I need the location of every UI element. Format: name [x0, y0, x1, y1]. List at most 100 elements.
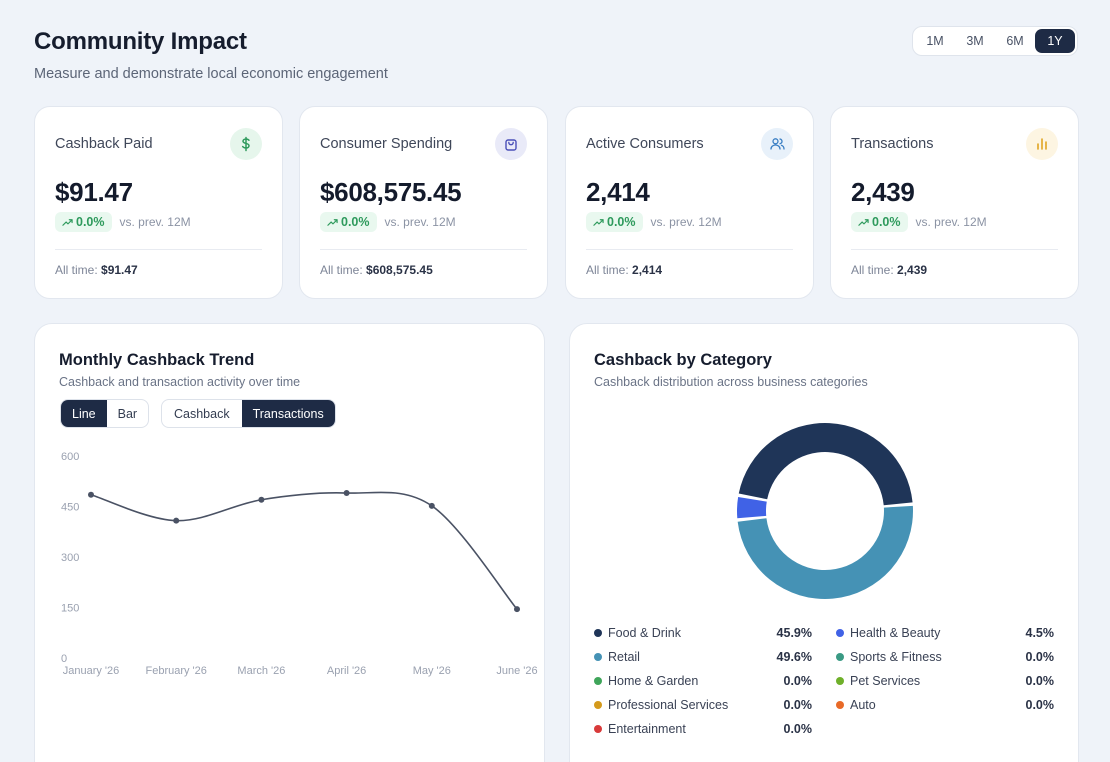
transactions-metric-button[interactable]: Transactions	[241, 400, 335, 427]
legend-item[interactable]: Professional Services	[594, 698, 728, 712]
range-tab-1m[interactable]: 1M	[926, 34, 944, 48]
trend-up-icon	[327, 218, 338, 226]
stat-label: Transactions	[851, 136, 934, 152]
chart-type-toggle: Line Bar	[60, 399, 150, 428]
legend-item[interactable]: Health & Beauty	[836, 626, 940, 640]
data-point[interactable]	[514, 606, 520, 613]
change-note: vs. prev. 12M	[650, 215, 722, 229]
legend-percent: 0.0%	[1025, 698, 1055, 712]
series-line-transactions	[90, 491, 518, 610]
stat-alltime: All time: 2,439	[851, 263, 927, 277]
stat-label: Active Consumers	[586, 136, 704, 152]
page-title: Community Impact	[34, 28, 247, 55]
legend-item[interactable]: Home & Garden	[594, 674, 698, 688]
legend-item[interactable]: Sports & Fitness	[836, 650, 942, 664]
legend-label: Retail	[608, 650, 640, 664]
x-tick-label: May '26	[413, 665, 451, 677]
legend-label: Home & Garden	[608, 674, 699, 688]
change-badge: 0.0%	[55, 212, 112, 232]
data-point[interactable]	[173, 517, 180, 524]
legend-item[interactable]: Pet Services	[836, 674, 920, 688]
legend-percent: 45.9%	[776, 626, 812, 640]
legend-percent: 0.0%	[1025, 650, 1055, 664]
donut-slice[interactable]	[738, 422, 913, 506]
legend-item[interactable]: Entertainment	[594, 722, 686, 736]
stat-alltime: All time: $608,575.45	[320, 263, 433, 277]
x-tick-label: March '26	[237, 665, 285, 677]
legend-percent: 0.0%	[783, 722, 813, 736]
y-tick-label: 150	[61, 603, 79, 615]
legend-swatch	[594, 701, 602, 709]
data-point[interactable]	[343, 490, 350, 497]
stat-value: $608,575.45	[320, 177, 462, 207]
range-tab-3m[interactable]: 3M	[966, 34, 984, 48]
legend-label: Auto	[850, 698, 876, 712]
legend-item[interactable]: Auto	[836, 698, 876, 712]
panel-title: Monthly Cashback Trend	[59, 351, 255, 369]
legend-label: Health & Beauty	[850, 626, 941, 640]
legend-item[interactable]: Food & Drink	[594, 626, 681, 640]
divider	[55, 249, 262, 250]
change-value: 0.0%	[607, 215, 636, 229]
data-point[interactable]	[258, 496, 265, 503]
change-value: 0.0%	[341, 215, 370, 229]
category-panel: Cashback by Category Cashback distributi…	[569, 323, 1079, 762]
change-value: 0.0%	[872, 215, 901, 229]
legend-label: Professional Services	[608, 698, 729, 712]
donut-slice[interactable]	[737, 505, 913, 600]
stat-cards: Cashback Paid $91.47 0.0% vs. prev. 12M …	[34, 106, 1079, 299]
cashback-metric-button[interactable]: Cashback	[174, 406, 230, 421]
alltime-label: All time:	[586, 263, 629, 277]
legend-swatch	[594, 629, 602, 637]
y-tick-label: 450	[61, 502, 79, 514]
legend-percent: 0.0%	[783, 698, 813, 712]
stat-change: 0.0% vs. prev. 12M	[586, 212, 722, 232]
y-tick-label: 600	[61, 451, 79, 463]
legend-swatch	[836, 653, 844, 661]
change-badge: 0.0%	[586, 212, 643, 232]
x-tick-label: April '26	[327, 665, 366, 677]
panel-subtitle: Cashback distribution across business ca…	[594, 375, 868, 389]
change-badge: 0.0%	[320, 212, 377, 232]
legend-item[interactable]: Retail	[594, 650, 640, 664]
stat-value: $91.47	[55, 177, 133, 207]
change-note: vs. prev. 12M	[915, 215, 987, 229]
panel-subtitle: Cashback and transaction activity over t…	[59, 375, 301, 389]
legend-swatch	[594, 725, 602, 733]
x-tick-label: June '26	[496, 665, 537, 677]
x-tick-label: January '26	[63, 665, 120, 677]
trend-up-icon	[62, 218, 73, 226]
alltime-value: $91.47	[101, 263, 138, 277]
change-note: vs. prev. 12M	[384, 215, 456, 229]
donut-chart	[737, 422, 913, 600]
line-chart-button[interactable]: Line	[61, 400, 107, 427]
stat-label: Consumer Spending	[320, 136, 453, 152]
alltime-label: All time:	[55, 263, 98, 277]
trend-up-icon	[858, 218, 869, 226]
legend-swatch	[836, 677, 844, 685]
trend-up-icon	[593, 218, 604, 226]
change-note: vs. prev. 12M	[119, 215, 191, 229]
range-tab-6m[interactable]: 6M	[1006, 34, 1024, 48]
legend-swatch	[594, 677, 602, 685]
y-tick-label: 0	[61, 653, 67, 665]
legend-percent: 49.6%	[776, 650, 812, 664]
legend-percent: 4.5%	[1025, 626, 1055, 640]
data-point[interactable]	[428, 502, 435, 509]
legend-label: Pet Services	[850, 674, 921, 688]
alltime-value: 2,414	[632, 263, 663, 277]
data-point[interactable]	[88, 491, 94, 498]
monthly-trend-panel: Monthly Cashback Trend Cashback and tran…	[34, 323, 545, 762]
alltime-value: $608,575.45	[366, 263, 433, 277]
bar-chart-button[interactable]: Bar	[117, 406, 138, 421]
legend-swatch	[594, 653, 602, 661]
alltime-value: 2,439	[897, 263, 928, 277]
donut-slice[interactable]	[737, 496, 767, 519]
stat-card-cashback-paid: Cashback Paid $91.47 0.0% vs. prev. 12M …	[34, 106, 283, 299]
legend-label: Food & Drink	[608, 626, 681, 640]
stat-change: 0.0% vs. prev. 12M	[851, 212, 987, 232]
range-tab-1y[interactable]: 1Y	[1035, 29, 1075, 53]
legend-swatch	[836, 701, 844, 709]
x-tick-label: February '26	[145, 665, 206, 677]
change-value: 0.0%	[76, 215, 105, 229]
